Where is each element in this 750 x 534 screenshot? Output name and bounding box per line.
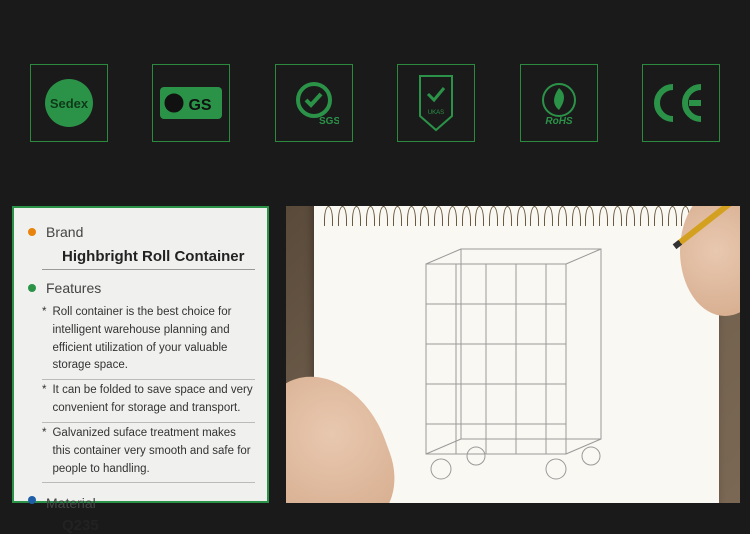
sketch-photo <box>286 206 740 503</box>
brand-label: Brand <box>46 224 83 240</box>
svg-text:GS: GS <box>189 97 212 114</box>
svg-text:SGS: SGS <box>319 116 339 127</box>
svg-text:UKAS: UKAS <box>428 110 444 116</box>
roll-container-sketch <box>406 244 626 494</box>
feature-item: *It can be folded to save space and very… <box>42 380 255 423</box>
product-info-card: Brand Highbright Roll Container Features… <box>12 206 269 503</box>
asterisk-icon: * <box>42 382 46 418</box>
feature-item: *Galvanized suface treatment makes this … <box>42 423 255 483</box>
cert-tuv-gs: GS <box>152 64 230 142</box>
features-row: Features <box>28 280 255 296</box>
brand-row: Brand <box>28 224 255 240</box>
material-value: Q235 <box>62 517 255 534</box>
bullet-blue-icon <box>28 496 36 504</box>
bullet-green-icon <box>28 284 36 292</box>
features-label: Features <box>46 280 101 296</box>
asterisk-icon: * <box>42 304 46 375</box>
feature-text: Galvanized suface treatment makes this c… <box>52 425 255 478</box>
feature-item: *Roll container is the best choice for i… <box>42 302 255 380</box>
spiral-binding <box>324 206 704 228</box>
cert-sgs: SGS <box>275 64 353 142</box>
feature-text: It can be folded to save space and very … <box>52 382 255 418</box>
cert-ce <box>642 64 720 142</box>
asterisk-icon: * <box>42 425 46 478</box>
cert-ukas: UKAS <box>397 64 475 142</box>
cert-rohs: RoHS <box>520 64 598 142</box>
material-row: Material <box>28 489 255 511</box>
material-label: Material <box>46 495 96 511</box>
svg-text:Sedex: Sedex <box>50 96 89 111</box>
cert-sedex: Sedex <box>30 64 108 142</box>
bullet-orange-icon <box>28 228 36 236</box>
feature-text: Roll container is the best choice for in… <box>52 304 255 375</box>
svg-text:RoHS: RoHS <box>545 116 573 127</box>
features-list: *Roll container is the best choice for i… <box>28 302 255 483</box>
brand-value: Highbright Roll Container <box>42 246 255 270</box>
lower-section: Brand Highbright Roll Container Features… <box>0 142 750 503</box>
certification-row: Sedex GS SGS UKAS RoHS <box>0 0 750 142</box>
